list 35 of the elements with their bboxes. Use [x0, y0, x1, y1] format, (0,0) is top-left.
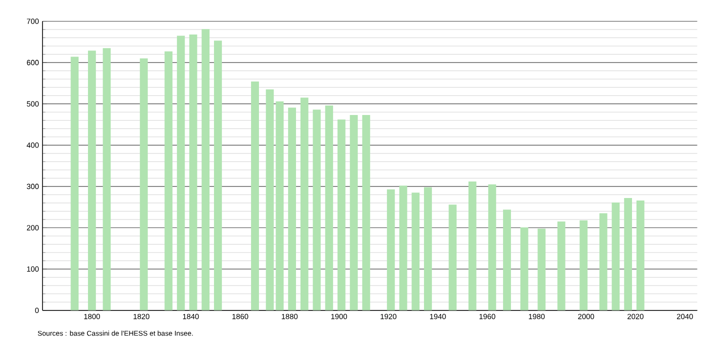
bar [488, 184, 496, 310]
bar [557, 222, 566, 310]
bar [636, 200, 644, 310]
bar [338, 120, 346, 310]
bar [350, 114, 358, 310]
bar [164, 51, 172, 310]
bar [538, 228, 546, 310]
bar [599, 213, 608, 310]
bar [362, 114, 370, 310]
bar [520, 227, 528, 310]
bar [102, 48, 111, 310]
bar [266, 89, 274, 310]
bar [312, 110, 321, 310]
bar [424, 187, 432, 310]
bar [70, 56, 79, 310]
bar [468, 181, 476, 310]
bar [251, 82, 259, 310]
bar [448, 204, 457, 310]
bar [399, 186, 408, 310]
bar [202, 29, 210, 310]
bar [325, 105, 334, 310]
bar [276, 101, 284, 310]
bar [88, 50, 96, 310]
bar [612, 202, 620, 310]
bar [412, 192, 420, 310]
bar [214, 40, 222, 310]
bar [189, 34, 198, 310]
bar [176, 36, 185, 310]
bar [140, 58, 148, 310]
bar [386, 189, 395, 310]
bar [288, 108, 296, 310]
bar [503, 210, 511, 310]
bar [300, 98, 308, 310]
bar [580, 220, 588, 310]
bar [624, 198, 632, 310]
